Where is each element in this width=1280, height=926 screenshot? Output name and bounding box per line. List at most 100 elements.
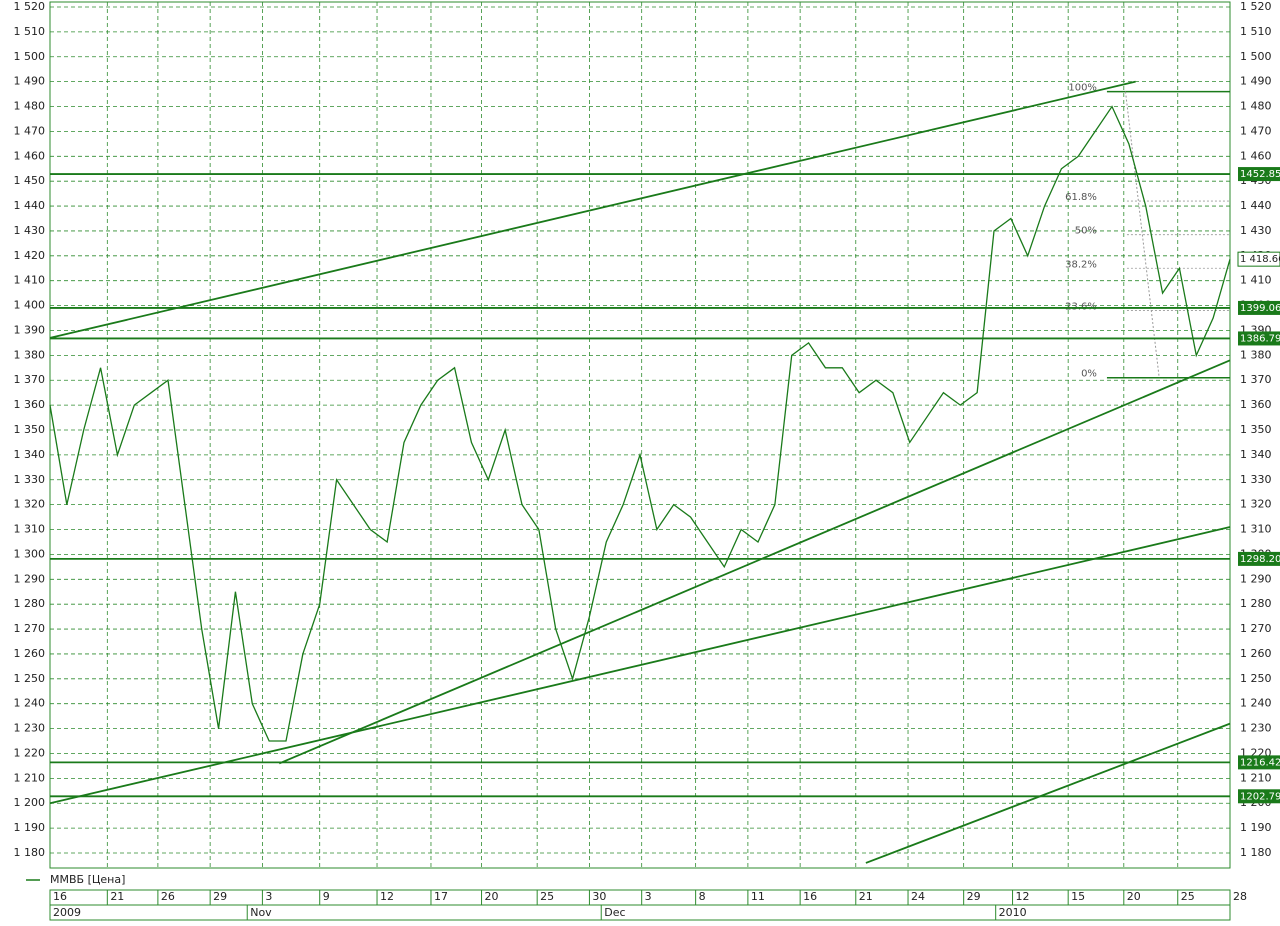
y-tick-label-right: 1 290	[1240, 572, 1272, 585]
y-tick-label: 1 500	[14, 50, 46, 63]
x-tick-label: 21	[110, 890, 124, 903]
y-tick-label: 1 210	[14, 771, 46, 784]
y-tick-label: 1 450	[14, 174, 46, 187]
level-badge	[1238, 167, 1280, 182]
y-tick-label: 1 290	[14, 572, 46, 585]
level-label: 1202.79	[1240, 791, 1280, 802]
y-tick-label: 1 360	[14, 398, 46, 411]
y-tick-label-right: 1 490	[1240, 75, 1272, 88]
trend-line	[865, 722, 1231, 864]
y-tick-label: 1 190	[14, 821, 46, 834]
y-tick-label-right: 1 470	[1240, 124, 1272, 137]
level-label: 1386.790	[1240, 333, 1280, 344]
y-tick-label: 1 350	[14, 423, 46, 436]
y-tick-label-right: 1 440	[1240, 199, 1272, 212]
level-badge	[1238, 755, 1280, 770]
y-tick-label: 1 310	[14, 523, 46, 536]
x-tick-label: 26	[161, 890, 175, 903]
y-tick-label-right: 1 410	[1240, 274, 1272, 287]
y-tick-label: 1 410	[14, 274, 46, 287]
x-tick-label: 30	[592, 890, 606, 903]
y-tick-label: 1 320	[14, 498, 46, 511]
y-tick-label-right: 1 340	[1240, 448, 1272, 461]
y-tick-label: 1 340	[14, 448, 46, 461]
x-tick-label: 29	[967, 890, 981, 903]
level-badge	[1238, 331, 1280, 346]
x-tick-label: 24	[911, 890, 925, 903]
y-tick-label: 1 220	[14, 746, 46, 759]
y-tick-label-right: 1 430	[1240, 224, 1272, 237]
y-tick-label: 1 440	[14, 199, 46, 212]
x-tick-label: 3	[645, 890, 652, 903]
y-tick-label-right: 1 270	[1240, 622, 1272, 635]
month-label: Dec	[604, 906, 625, 919]
y-tick-label-right: 1 460	[1240, 149, 1272, 162]
y-tick-label-right: 1 510	[1240, 25, 1272, 38]
y-tick-label: 1 490	[14, 75, 46, 88]
plot-frame	[49, 1, 1231, 869]
y-tick-label-right: 1 330	[1240, 473, 1272, 486]
y-tick-label: 1 460	[14, 149, 46, 162]
month-label: 2009	[53, 906, 81, 919]
y-tick-label-right: 1 260	[1240, 647, 1272, 660]
y-tick-label: 1 370	[14, 373, 46, 386]
fib-label: 0%	[1081, 369, 1097, 380]
y-tick-label: 1 280	[14, 597, 46, 610]
x-tick-label: 15	[1071, 890, 1085, 903]
level-badge	[1238, 551, 1280, 566]
legend-label: ММВБ [Цена]	[50, 873, 125, 886]
y-tick-label-right: 1 380	[1240, 348, 1272, 361]
x-tick-label: 16	[803, 890, 817, 903]
y-tick-label: 1 470	[14, 124, 46, 137]
y-tick-label: 1 270	[14, 622, 46, 635]
x-tick-label: 29	[213, 890, 227, 903]
level-label: 1452.859	[1240, 169, 1280, 180]
x-tick-label: 28	[1233, 890, 1247, 903]
level-badge	[1238, 300, 1280, 315]
fib-label: 38.2%	[1065, 259, 1097, 270]
y-tick-label-right: 1 480	[1240, 100, 1272, 113]
y-tick-label: 1 520	[14, 0, 46, 13]
y-tick-label-right: 1 310	[1240, 523, 1272, 536]
y-tick-label: 1 300	[14, 547, 46, 560]
y-tick-label-right: 1 320	[1240, 498, 1272, 511]
y-tick-label: 1 480	[14, 100, 46, 113]
y-tick-label-right: 1 500	[1240, 50, 1272, 63]
x-tick-label: 12	[380, 890, 394, 903]
y-tick-label-right: 1 280	[1240, 597, 1272, 610]
y-tick-label: 1 330	[14, 473, 46, 486]
trend-line	[49, 526, 1231, 805]
x-tick-label: 8	[699, 890, 706, 903]
x-tick-label: 16	[53, 890, 67, 903]
y-tick-label: 1 390	[14, 323, 46, 336]
y-tick-label: 1 420	[14, 249, 46, 262]
fib-label: 61.8%	[1065, 192, 1097, 203]
y-tick-label: 1 250	[14, 672, 46, 685]
x-tick-label: 3	[265, 890, 272, 903]
x-tick-label: 20	[1127, 890, 1141, 903]
y-tick-label: 1 260	[14, 647, 46, 660]
y-tick-label-right: 1 180	[1240, 846, 1272, 859]
fib-label: 100%	[1068, 83, 1097, 94]
y-tick-label-right: 1 240	[1240, 697, 1272, 710]
trend-line	[278, 359, 1231, 765]
x-tick-label: 20	[485, 890, 499, 903]
y-tick-label: 1 510	[14, 25, 46, 38]
x-tick-label: 21	[859, 890, 873, 903]
y-tick-label: 1 430	[14, 224, 46, 237]
x-tick-label: 25	[1181, 890, 1195, 903]
x-tick-label: 17	[434, 890, 448, 903]
last-price-label: 1 418.66	[1240, 254, 1280, 265]
y-tick-label: 1 240	[14, 697, 46, 710]
fib-diagonal	[1124, 91, 1160, 378]
last-price-badge	[1237, 251, 1280, 267]
y-tick-label-right: 1 520	[1240, 0, 1272, 13]
level-label: 1399.06	[1240, 303, 1280, 314]
level-label: 1298.20	[1240, 554, 1280, 565]
y-tick-label: 1 200	[14, 796, 46, 809]
y-tick-label-right: 1 350	[1240, 423, 1272, 436]
month-label: Nov	[250, 906, 272, 919]
y-tick-label-right: 1 230	[1240, 722, 1272, 735]
